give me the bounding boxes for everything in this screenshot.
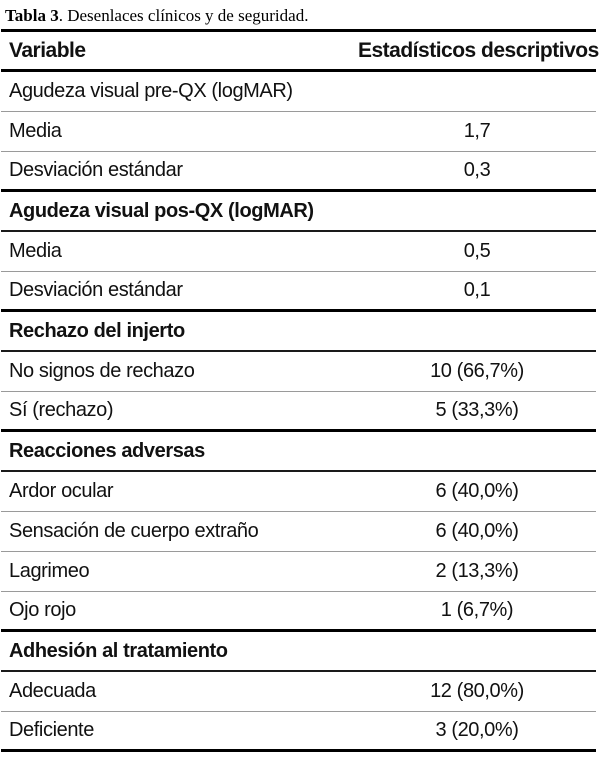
row-label: Sensación de cuerpo extraño	[9, 520, 259, 542]
row-label: Media	[9, 240, 62, 262]
clinical-outcomes-table: Variable Estadísticos descriptivos Agude…	[1, 29, 599, 752]
table-row: Media 0,5	[1, 232, 596, 272]
table-caption: Tabla 3. Desenlaces clínicos y de seguri…	[0, 0, 600, 29]
row-label: Agudeza visual pre-QX (logMAR)	[9, 80, 293, 102]
table-section-row: Agudeza visual pos-QX (logMAR)	[1, 192, 596, 232]
table-row: Ardor ocular 6 (40,0%)	[1, 472, 596, 512]
table-row: Adecuada 12 (80,0%)	[1, 672, 596, 712]
row-label: Deficiente	[9, 719, 94, 741]
column-header-statistics: Estadísticos descriptivos	[358, 38, 599, 62]
table-section-row: Reacciones adversas	[1, 432, 596, 472]
row-label: Desviación estándar	[9, 159, 183, 181]
table-section-row: Rechazo del injerto	[1, 312, 596, 352]
section-label: Adhesión al tratamiento	[9, 639, 228, 662]
section-label: Agudeza visual pos-QX (logMAR)	[9, 199, 314, 222]
table-row: Sensación de cuerpo extraño 6 (40,0%)	[1, 512, 596, 552]
table-section-row: Adhesión al tratamiento	[1, 632, 596, 672]
row-label: Desviación estándar	[9, 279, 183, 301]
table-row: Deficiente 3 (20,0%)	[1, 712, 596, 752]
table-caption-text: . Desenlaces clínicos y de seguridad.	[58, 6, 309, 25]
row-value: 0,3	[463, 159, 491, 181]
row-value: 10 (66,7%)	[430, 360, 524, 382]
table-caption-number: Tabla 3	[5, 6, 59, 25]
section-label: Rechazo del injerto	[9, 319, 185, 342]
table-row: Desviación estándar 0,3	[1, 152, 596, 192]
row-value: 6 (40,0%)	[435, 520, 519, 542]
row-value: 6 (40,0%)	[435, 480, 519, 502]
table-row: Media 1,7	[1, 112, 596, 152]
table-row: Sí (rechazo) 5 (33,3%)	[1, 392, 596, 432]
row-value: 1,7	[463, 120, 491, 142]
row-value: 12 (80,0%)	[430, 680, 524, 702]
table-row: Lagrimeo 2 (13,3%)	[1, 552, 596, 592]
table-row: Agudeza visual pre-QX (logMAR)	[1, 72, 596, 112]
row-value: 3 (20,0%)	[435, 719, 519, 741]
row-value: 0,1	[463, 279, 491, 301]
row-label: Adecuada	[9, 680, 96, 702]
row-value: 5 (33,3%)	[435, 399, 519, 421]
row-value: 1 (6,7%)	[440, 599, 514, 621]
row-label: Ardor ocular	[9, 480, 114, 502]
row-label: No signos de rechazo	[9, 360, 195, 382]
row-value: 2 (13,3%)	[435, 560, 519, 582]
row-label: Media	[9, 120, 62, 142]
row-label: Ojo rojo	[9, 599, 76, 621]
column-header-variable: Variable	[9, 38, 86, 62]
section-label: Reacciones adversas	[9, 439, 205, 462]
row-value: 0,5	[463, 240, 491, 262]
table-header-row: Variable Estadísticos descriptivos	[1, 32, 599, 72]
row-label: Sí (rechazo)	[9, 399, 114, 421]
table-row: Ojo rojo 1 (6,7%)	[1, 592, 596, 632]
table-row: Desviación estándar 0,1	[1, 272, 596, 312]
row-label: Lagrimeo	[9, 560, 90, 582]
table-row: No signos de rechazo 10 (66,7%)	[1, 352, 596, 392]
